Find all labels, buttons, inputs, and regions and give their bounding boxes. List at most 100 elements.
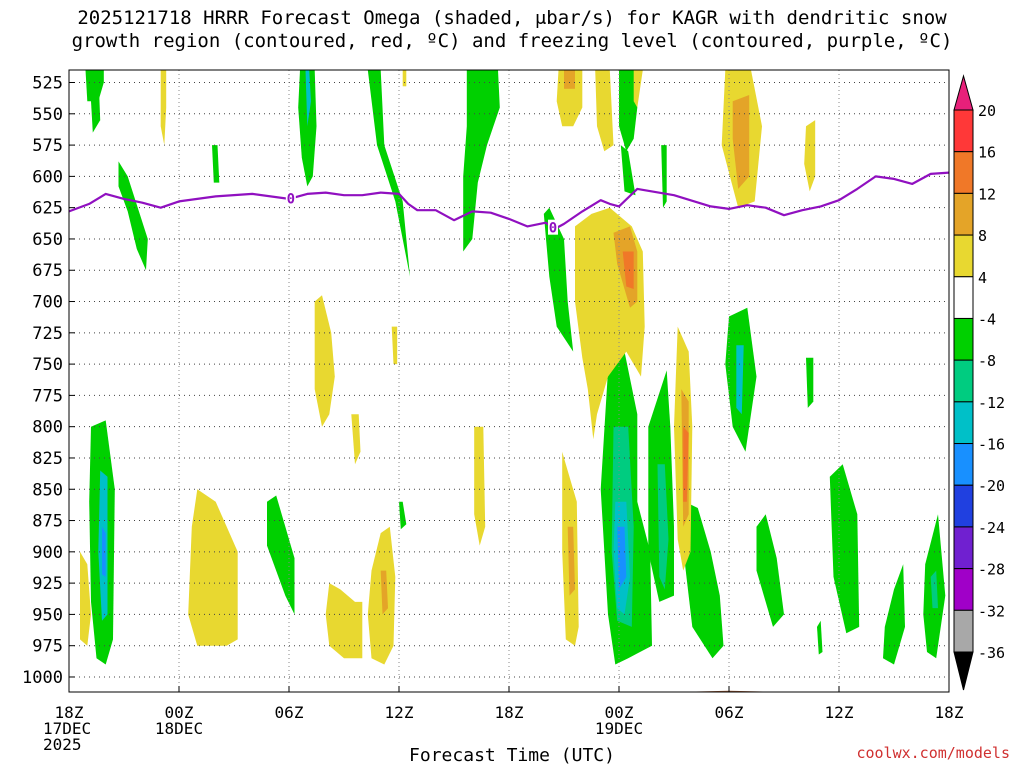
colorbar-label-4: 4 (978, 269, 987, 287)
omega-region-7 (543, 207, 574, 352)
freezing-level-label-1: 0 (549, 221, 557, 237)
colorbar-label-9: -20 (978, 477, 1005, 495)
omega-region-31 (930, 570, 938, 609)
colorbar-bin-2 (953, 192, 974, 236)
omega-region-46 (567, 526, 575, 596)
colorbar-bin-12 (953, 609, 974, 653)
y-tick-label-0: 525 (32, 74, 63, 94)
colorbar-bin-6 (953, 359, 974, 403)
x-axis-label: Forecast Time (UTC) (409, 745, 615, 766)
x-tick-label-0-3: 2025 (43, 735, 82, 754)
x-tick-label-3-1: 12Z (385, 703, 414, 722)
y-tick-label-15: 900 (32, 543, 63, 563)
chart-title-line-2: growth region (contoured, red, ºC) and f… (71, 30, 953, 52)
colorbar-bin-1 (953, 151, 974, 194)
x-tick-label-7-1: 12Z (825, 703, 854, 722)
freezing-level-label-bg-0 (285, 190, 296, 206)
y-tick-label-9: 750 (32, 355, 63, 375)
omega-region-13 (806, 357, 814, 408)
omega-region-17 (267, 495, 295, 615)
omega-region-10 (661, 145, 667, 208)
omega-region-50 (314, 295, 335, 427)
y-tick-label-4: 625 (32, 199, 63, 219)
x-tick-label-5-1: 00Z (605, 703, 634, 722)
omega-region-27 (829, 464, 860, 634)
omega-region-34 (402, 70, 407, 87)
y-tick-label-6: 675 (32, 261, 63, 281)
omega-region-44 (622, 251, 634, 289)
x-tick-label-0-1: 18Z (55, 703, 84, 722)
omega-region-28 (817, 620, 823, 655)
colorbar-label-10: -24 (978, 519, 1005, 537)
omega-region-12 (736, 345, 744, 415)
colorbar-bin-5 (953, 317, 974, 361)
omega-region-24 (657, 464, 669, 590)
omega-region-54 (188, 489, 238, 646)
y-tick-label-18: 975 (32, 637, 63, 657)
colorbar-label-5: -4 (978, 310, 996, 328)
y-tick-label-10: 775 (32, 386, 63, 406)
omega-region-53 (474, 426, 486, 546)
colorbar-over-triangle (953, 74, 974, 111)
y-tick-label-14: 875 (32, 512, 63, 532)
freezing-level-label-0: 0 (287, 191, 295, 207)
y-tick-label-2: 575 (32, 136, 63, 156)
y-tick-label-16: 925 (32, 574, 63, 594)
omega-region-2 (118, 161, 148, 271)
omega-region-9 (620, 145, 636, 196)
colorbar-bin-7 (953, 401, 974, 445)
colorbar-label-11: -28 (978, 561, 1005, 579)
colorbar-bin-10 (953, 526, 974, 570)
omega-region-33 (160, 70, 167, 146)
y-tick-label-8: 725 (32, 324, 63, 344)
colorbar-label-0: 20 (978, 102, 996, 120)
colorbar-label-13: -36 (978, 644, 1005, 662)
omega-region-58 (380, 570, 388, 615)
x-tick-label-8-1: 18Z (935, 703, 964, 722)
x-tick-label-1-1: 00Z (165, 703, 194, 722)
credit-text: coolwx.com/models (856, 744, 1010, 762)
x-tick-label-2-1: 06Z (275, 703, 304, 722)
y-tick-label-12: 825 (32, 449, 63, 469)
colorbar-label-12: -32 (978, 602, 1005, 620)
colorbar-label-8: -16 (978, 436, 1005, 454)
omega-region-41 (804, 120, 816, 192)
omega-region-6 (463, 70, 500, 252)
omega-region-26 (756, 514, 784, 627)
omega-region-16 (102, 526, 106, 577)
omega-region-35 (556, 70, 583, 127)
omega-region-49 (683, 426, 689, 502)
omega-region-36 (564, 70, 575, 89)
colorbar-bin-0 (953, 109, 974, 153)
omega-region-4 (305, 70, 311, 127)
chart-title-line-1: 2025121718 HRRR Forecast Omega (shaded, … (77, 7, 947, 29)
colorbar-bin-11 (953, 568, 974, 611)
colorbar-label-1: 16 (978, 144, 996, 162)
omega-region-38 (633, 70, 643, 108)
y-tick-label-3: 600 (32, 167, 63, 187)
y-tick-label-13: 850 (32, 480, 63, 500)
colorbar-label-6: -8 (978, 352, 996, 370)
omega-region-56 (325, 583, 363, 659)
omega-region-1 (89, 70, 101, 133)
omega-region-8 (619, 70, 638, 152)
omega-region-32 (212, 145, 220, 183)
omega-region-5 (367, 70, 410, 277)
colorbar-under-triangle (953, 651, 974, 691)
omega-region-51 (391, 326, 398, 365)
omega-region-18 (399, 501, 407, 530)
x-tick-label-5-2: 19DEC (595, 719, 643, 738)
colorbar-label-2: 12 (978, 185, 996, 203)
freezing-level-label-bg-1 (548, 219, 558, 235)
x-tick-label-6-1: 06Z (715, 703, 744, 722)
colorbar-label-7: -12 (978, 394, 1005, 412)
omega-region-37 (595, 70, 614, 152)
omega-region-40 (732, 95, 750, 189)
omega-region-3 (298, 70, 317, 187)
colorbar-bin-3 (953, 234, 974, 278)
omega-region-57 (367, 526, 396, 665)
y-tick-label-19: 1000 (22, 668, 63, 688)
x-tick-label-1-2: 18DEC (155, 719, 203, 738)
x-tick-label-4-1: 18Z (495, 703, 524, 722)
